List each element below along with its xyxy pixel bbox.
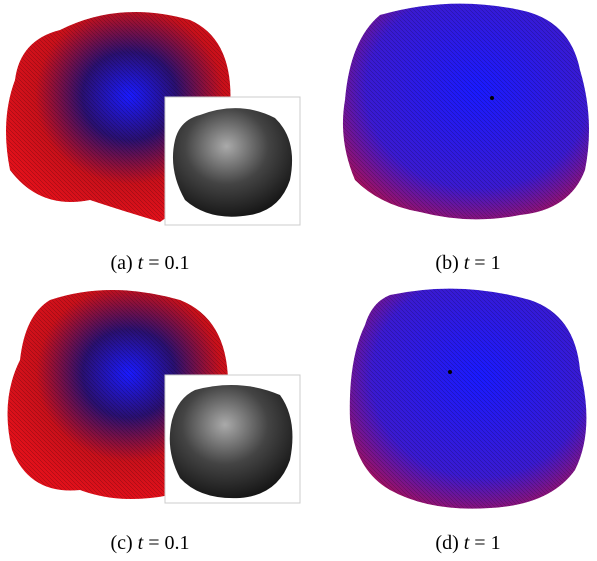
- caption: (b) t = 1: [368, 252, 568, 275]
- panel-b-image: [343, 4, 589, 220]
- figure: (a) t = 0.1 (b) t = 1 (c) t = 0.1 (d) t …: [0, 0, 597, 561]
- caption-value: = 0.1: [148, 532, 189, 554]
- caption-label: (b): [435, 252, 458, 274]
- caption-value: = 0.1: [148, 252, 189, 274]
- caption-var: t: [138, 252, 144, 274]
- caption-label: (c): [110, 532, 132, 554]
- caption-value: = 1: [474, 532, 500, 554]
- figure-images: [0, 0, 597, 561]
- caption: (d) t = 1: [368, 532, 568, 555]
- caption-label: (d): [435, 532, 458, 554]
- caption-label: (a): [110, 252, 132, 274]
- panel-d-image: [350, 289, 587, 509]
- caption-var: t: [464, 252, 470, 274]
- caption: (a) t = 0.1: [50, 252, 250, 275]
- caption-var: t: [464, 532, 470, 554]
- caption-var: t: [138, 532, 144, 554]
- caption-value: = 1: [474, 252, 500, 274]
- panel-c-image: [5, 285, 300, 505]
- panel-a-image: [5, 0, 300, 225]
- caption: (c) t = 0.1: [50, 532, 250, 555]
